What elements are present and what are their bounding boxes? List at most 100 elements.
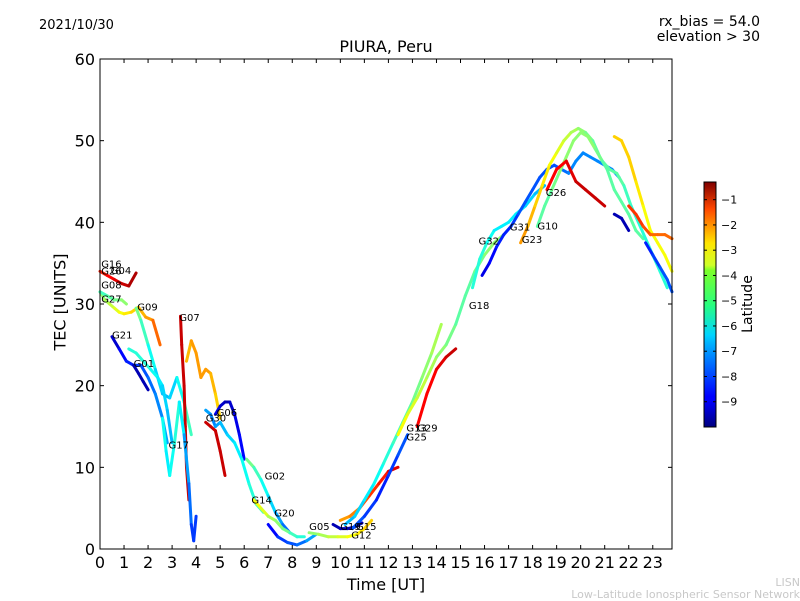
series-point xyxy=(454,294,467,326)
series-point xyxy=(586,135,597,151)
series-point xyxy=(266,523,280,539)
series-point xyxy=(110,335,121,351)
y-tick-label: 10 xyxy=(75,458,95,477)
series-point xyxy=(516,200,527,216)
series-point xyxy=(153,392,164,420)
series-point xyxy=(273,510,285,526)
series-G32 xyxy=(471,184,547,290)
satellite-label: G02 xyxy=(265,472,285,483)
series-point xyxy=(141,380,150,392)
series-point xyxy=(134,306,143,322)
satellite-label: G10 xyxy=(537,222,557,233)
series-point xyxy=(663,233,674,241)
series-G31 xyxy=(480,151,621,277)
chart-title: PIURA, Peru xyxy=(339,37,433,56)
series-point xyxy=(584,188,597,200)
x-tick-label: 22 xyxy=(619,553,639,572)
series-G17 xyxy=(161,400,198,543)
series-point xyxy=(139,318,150,347)
satellite-label: G29 xyxy=(417,423,437,434)
satellite-label: G04 xyxy=(111,266,131,277)
series-point xyxy=(252,498,263,510)
series-point xyxy=(564,159,578,183)
series-point xyxy=(134,351,145,363)
series-point xyxy=(620,200,631,216)
series-G08b xyxy=(644,241,674,294)
series-point xyxy=(620,216,631,232)
series-point xyxy=(252,465,263,482)
series-point xyxy=(228,400,237,416)
satellite-label: G19 xyxy=(340,522,360,533)
series-point xyxy=(237,433,246,461)
series-point xyxy=(146,376,157,396)
series-point xyxy=(555,159,568,171)
series-G29 xyxy=(415,347,458,428)
x-tick-label: 17 xyxy=(498,553,518,572)
series-point xyxy=(141,359,152,371)
series-point xyxy=(185,339,193,363)
series-point xyxy=(192,514,198,543)
x-tick-label: 21 xyxy=(595,553,615,572)
series-point xyxy=(372,461,386,486)
series-point xyxy=(615,171,626,188)
series-point xyxy=(480,261,491,277)
series-point xyxy=(396,433,410,457)
series-point xyxy=(233,441,244,461)
series-point xyxy=(273,518,285,531)
series-point xyxy=(179,314,184,347)
y-tick-label: 60 xyxy=(75,50,95,69)
satellite-label: G31 xyxy=(510,223,530,234)
x-tick-label: 3 xyxy=(167,553,177,572)
series-point xyxy=(355,527,366,536)
series-point xyxy=(266,494,277,514)
series-G05 xyxy=(266,523,318,547)
series-point xyxy=(259,478,270,498)
series-point xyxy=(665,278,674,294)
series-point xyxy=(487,245,499,265)
x-tick-label: 6 xyxy=(239,553,249,572)
series-point xyxy=(415,392,429,428)
series-point xyxy=(218,420,229,437)
series-point xyxy=(343,514,357,526)
series-G26 xyxy=(545,159,607,208)
x-tick-label: 7 xyxy=(263,553,273,572)
footer-network-name: Low-Latitude Ionospheric Sensor Network xyxy=(571,588,800,601)
satellite-label: G09 xyxy=(137,303,157,314)
series-point xyxy=(225,433,237,445)
series-G10 xyxy=(535,131,669,290)
series-point xyxy=(502,224,513,237)
series-point xyxy=(305,532,318,543)
series-point xyxy=(526,204,537,228)
series-point xyxy=(127,271,138,288)
series-point xyxy=(435,343,448,359)
satellite-label: G15 xyxy=(356,522,376,533)
series-point xyxy=(574,180,587,192)
satellite-label: G06 xyxy=(217,408,237,419)
series-point xyxy=(519,224,530,245)
series-point xyxy=(636,220,648,241)
series-point xyxy=(146,343,157,371)
series-point xyxy=(564,139,575,159)
colorbar: −1 −2 −3 −4 −5 −6 −7 −8 −9 xyxy=(703,181,737,428)
satellite-label: G16 xyxy=(101,259,121,270)
series-point xyxy=(483,241,496,257)
series-point xyxy=(651,253,662,269)
series-G25 xyxy=(350,433,410,531)
series-point xyxy=(658,269,669,290)
series-point xyxy=(209,412,217,428)
series-point xyxy=(307,531,321,536)
satellite-label: G17 xyxy=(169,441,189,452)
series-point xyxy=(420,351,434,379)
satellite-label: G26 xyxy=(101,267,121,278)
series-point xyxy=(338,514,352,522)
x-tick-label: 20 xyxy=(570,553,590,572)
series-point xyxy=(622,184,633,208)
series-point xyxy=(199,367,208,379)
series-point xyxy=(168,376,179,400)
series-point xyxy=(194,351,203,379)
series-point xyxy=(531,175,542,192)
series-point xyxy=(245,457,256,469)
series-point xyxy=(425,367,438,396)
series-point xyxy=(165,408,174,445)
series-point xyxy=(213,392,222,420)
